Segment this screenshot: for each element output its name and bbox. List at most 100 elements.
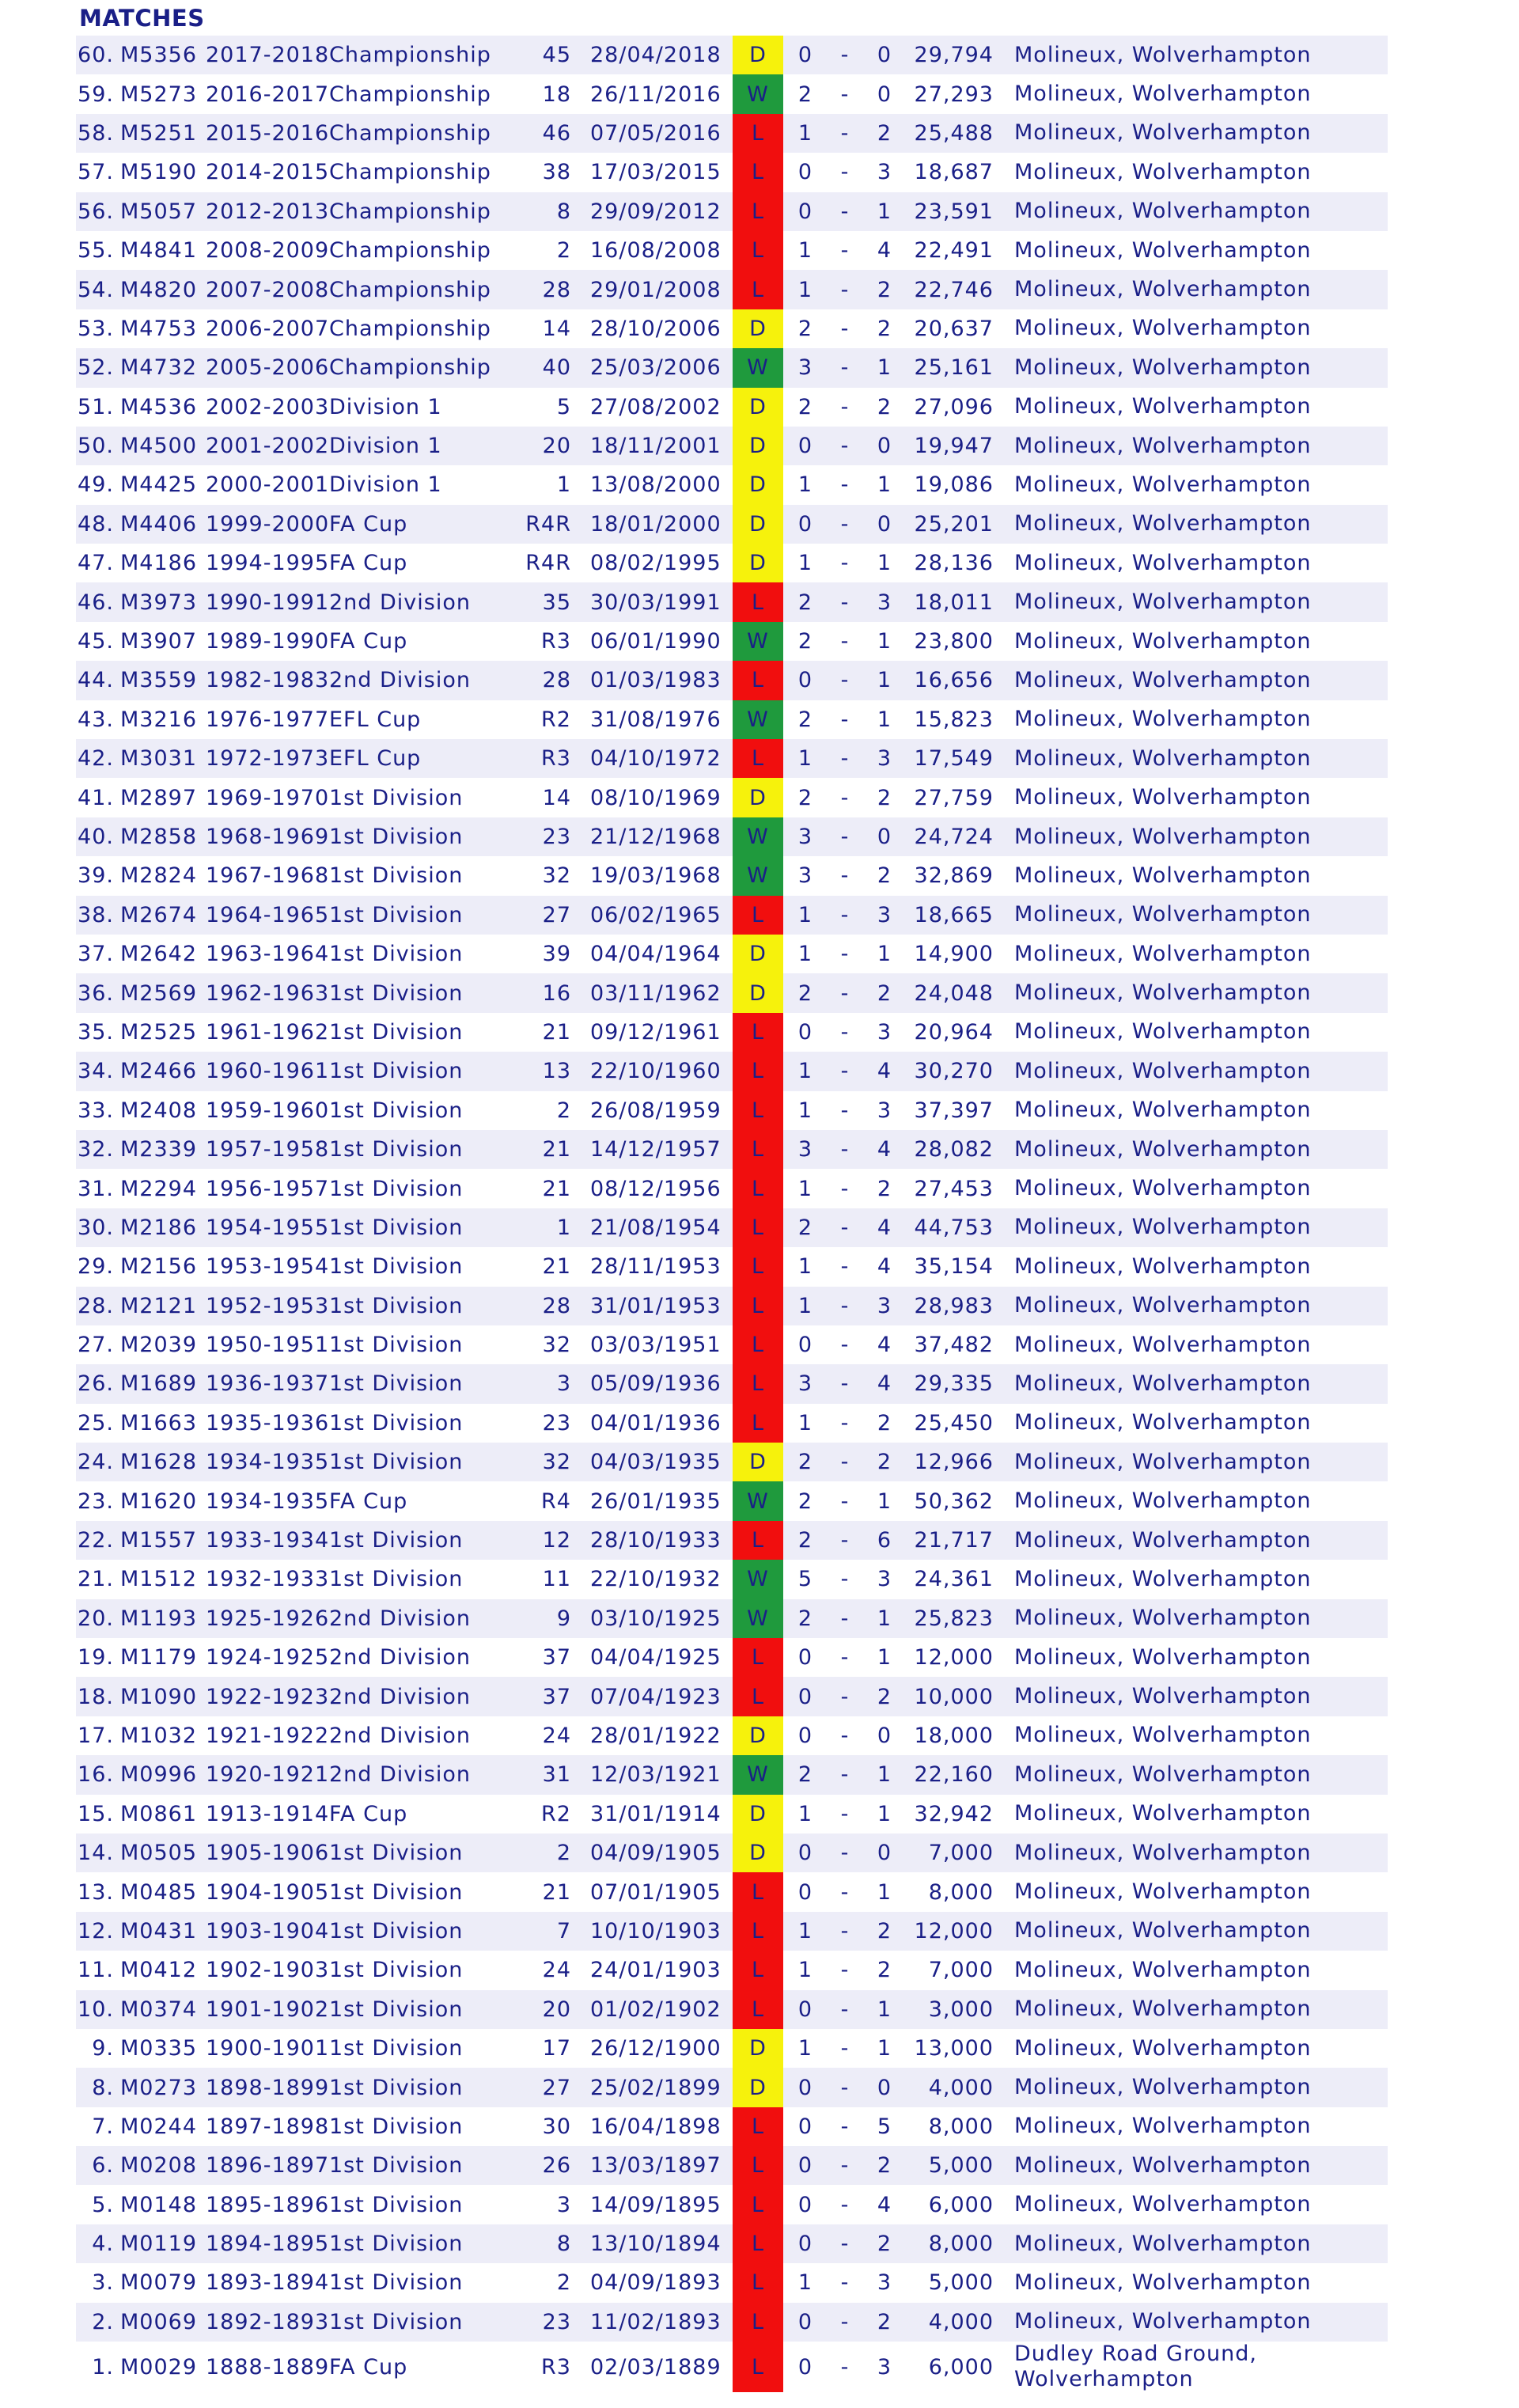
match-code: M0861	[120, 1794, 206, 1833]
result-letter: W	[747, 82, 769, 107]
season: 2000-2001	[206, 465, 329, 505]
result-letter: L	[751, 1176, 765, 1201]
venue: Molineux, Wolverhampton	[1014, 387, 1388, 427]
match-date: 26/08/1959	[590, 1090, 733, 1130]
match-date: 13/08/2000	[590, 465, 733, 505]
venue: Molineux, Wolverhampton	[1014, 348, 1388, 388]
attendance: 35,154	[907, 1247, 1014, 1287]
match-row: 22. M1557 1933-1934 1st Division 12 28/10/193…	[76, 1520, 1388, 1560]
competition: 1st Division	[329, 2263, 519, 2303]
season: 1935-1936	[206, 1403, 329, 1443]
home-score: 1	[783, 1286, 828, 1325]
venue: Molineux, Wolverhampton	[1014, 778, 1388, 817]
match-number: 48.	[76, 504, 120, 544]
match-code: M1557	[120, 1520, 206, 1560]
match-code: M3973	[120, 582, 206, 622]
match-row: 13. M0485 1904-1905 1st Division 21 07/01/190…	[76, 1872, 1388, 1912]
result-letter: L	[751, 1215, 765, 1240]
round: R2	[519, 1794, 590, 1833]
attendance: 17,549	[907, 739, 1014, 779]
home-score: 2	[783, 778, 828, 817]
match-row: 38. M2674 1964-1965 1st Division 27 06/02/196…	[76, 895, 1388, 935]
score-separator: -	[828, 270, 862, 309]
score-separator: -	[828, 856, 862, 896]
home-score: 0	[783, 1833, 828, 1873]
venue: Molineux, Wolverhampton	[1014, 1247, 1388, 1287]
score-separator: -	[828, 113, 862, 154]
result-badge: D	[733, 1443, 783, 1482]
score-separator: -	[828, 1794, 862, 1833]
home-score: 0	[783, 1716, 828, 1756]
attendance: 3,000	[907, 1989, 1014, 2029]
match-date: 07/04/1923	[590, 1677, 733, 1716]
away-score: 4	[862, 1364, 907, 1404]
match-number: 41.	[76, 778, 120, 817]
result-badge: D	[733, 973, 783, 1013]
match-date: 04/04/1925	[590, 1638, 733, 1678]
round: R2	[519, 700, 590, 740]
venue: Molineux, Wolverhampton	[1014, 1364, 1388, 1404]
match-code: M5273	[120, 74, 206, 114]
season: 1990-1991	[206, 582, 329, 622]
away-score: 1	[862, 2028, 907, 2069]
attendance: 6,000	[907, 2185, 1014, 2224]
attendance: 8,000	[907, 1872, 1014, 1912]
match-row: 59. M5273 2016-2017 Championship 18 26/11/201…	[76, 74, 1388, 114]
away-score: 2	[862, 1911, 907, 1951]
match-code: M2039	[120, 1325, 206, 1365]
result-badge: D	[733, 1833, 783, 1873]
result-letter: D	[749, 980, 767, 1006]
away-score: 3	[862, 582, 907, 622]
competition: 1st Division	[329, 1403, 519, 1443]
match-number: 9.	[76, 2028, 120, 2069]
round: 32	[519, 856, 590, 896]
attendance: 30,270	[907, 1052, 1014, 1091]
season: 1962-1963	[206, 973, 329, 1013]
result-letter: L	[751, 1879, 765, 1905]
match-row: 55. M4841 2008-2009 Championship 2 16/08/2008…	[76, 230, 1388, 271]
result-badge: L	[733, 661, 783, 700]
match-row: 10. M0374 1901-1902 1st Division 20 01/02/190…	[76, 1989, 1388, 2029]
match-date: 08/02/1995	[590, 544, 733, 583]
venue: Molineux, Wolverhampton	[1014, 36, 1388, 75]
home-score: 0	[783, 1989, 828, 2029]
match-number: 3.	[76, 2263, 120, 2303]
result-letter: L	[751, 746, 765, 772]
result-letter: L	[751, 2354, 765, 2380]
competition: 1st Division	[329, 1989, 519, 2029]
score-separator: -	[828, 36, 862, 75]
match-row: 25. M1663 1935-1936 1st Division 23 04/01/193…	[76, 1403, 1388, 1443]
match-date: 09/12/1961	[590, 1012, 733, 1052]
season: 1968-1969	[206, 817, 329, 857]
home-score: 0	[783, 2224, 828, 2264]
season: 1959-1960	[206, 1090, 329, 1130]
match-date: 08/10/1969	[590, 778, 733, 817]
attendance: 10,000	[907, 1677, 1014, 1716]
score-separator: -	[828, 973, 862, 1013]
score-separator: -	[828, 1872, 862, 1912]
match-code: M0119	[120, 2224, 206, 2264]
away-score: 0	[862, 36, 907, 75]
season: 1924-1925	[206, 1638, 329, 1678]
attendance: 37,397	[907, 1090, 1014, 1130]
round: 7	[519, 1911, 590, 1951]
season: 1895-1896	[206, 2185, 329, 2224]
round: 32	[519, 1443, 590, 1482]
match-row: 1. M0029 1888-1889 FA Cup R3 02/03/1889 L 0-3 6,…	[76, 2342, 1388, 2393]
result-badge: L	[733, 1012, 783, 1052]
competition: FA Cup	[329, 1481, 519, 1521]
result-badge: L	[733, 1872, 783, 1912]
away-score: 0	[862, 2068, 907, 2107]
round: R4	[519, 1481, 590, 1521]
away-score: 3	[862, 153, 907, 192]
result-badge: L	[733, 1129, 783, 1170]
away-score: 6	[862, 1520, 907, 1560]
result-letter: D	[749, 394, 767, 419]
match-date: 04/10/1972	[590, 739, 733, 779]
match-number: 23.	[76, 1481, 120, 1521]
season: 1905-1906	[206, 1833, 329, 1873]
venue: Molineux, Wolverhampton	[1014, 1911, 1388, 1951]
match-row: 17. M1032 1921-1922 2nd Division 24 28/01/192…	[76, 1716, 1388, 1756]
result-letter: L	[751, 1137, 765, 1162]
home-score: 3	[783, 817, 828, 857]
